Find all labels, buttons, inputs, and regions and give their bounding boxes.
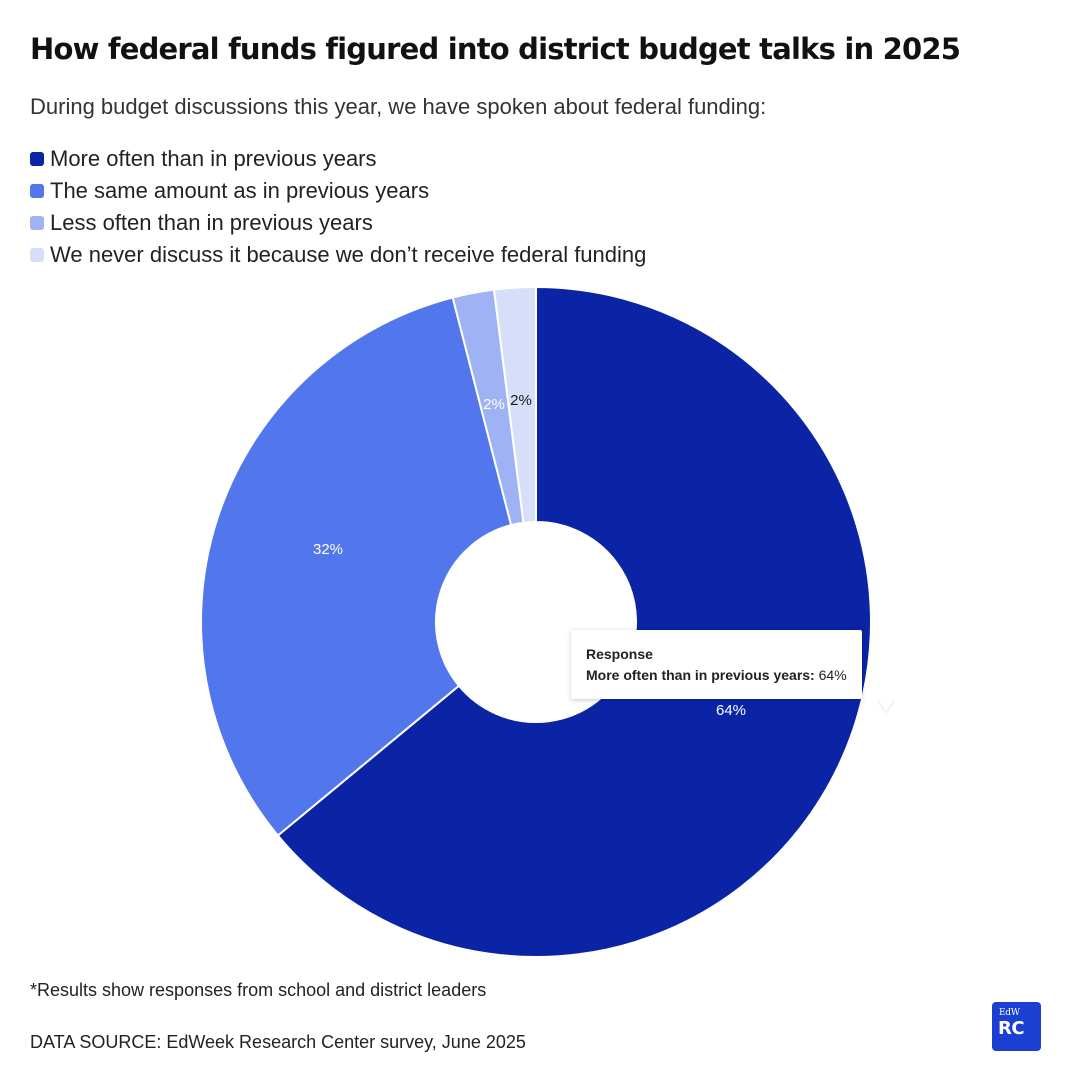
edweek-research-center-logo: EdW RC — [992, 1002, 1041, 1051]
legend-swatch — [30, 184, 44, 198]
legend-item-same-amount[interactable]: The same amount as in previous years — [30, 175, 646, 207]
legend-swatch — [30, 152, 44, 166]
legend-swatch — [30, 248, 44, 262]
legend-label: The same amount as in previous years — [50, 178, 430, 203]
legend-label: More often than in previous years — [50, 146, 377, 171]
tooltip-pointer — [878, 700, 894, 712]
chart-tooltip: Response More often than in previous yea… — [571, 630, 862, 699]
legend-swatch — [30, 216, 44, 230]
chart-title: How federal funds figured into district … — [30, 32, 961, 66]
tooltip-row-label: More often than in previous years: — [586, 667, 815, 683]
slice-same-amount[interactable] — [200, 296, 513, 837]
legend-label: We never discuss it because we don’t rec… — [50, 242, 647, 267]
data-source: DATA SOURCE: EdWeek Research Center surv… — [30, 1032, 526, 1052]
tooltip-heading: Response — [586, 646, 653, 662]
legend-label: Less often than in previous years — [50, 210, 373, 235]
legend: More often than in previous years The sa… — [30, 143, 646, 271]
slice-label-more-often: 64% — [716, 702, 746, 719]
slice-label-less-often: 2% — [483, 396, 505, 413]
tooltip-row: More often than in previous years: 64% — [586, 665, 847, 686]
footnote: *Results show responses from school and … — [30, 980, 487, 1000]
logo-bottom-text: RC — [998, 1018, 1025, 1039]
slice-label-never-discuss: 2% — [510, 392, 532, 409]
slice-label-same-amount: 32% — [313, 541, 343, 558]
chart-subtitle: During budget discussions this year, we … — [30, 94, 767, 119]
slice-never-discuss[interactable] — [493, 286, 537, 524]
tooltip-row-value: 64% — [818, 667, 847, 683]
logo-top-text: EdW — [999, 1008, 1020, 1018]
legend-item-never-discuss[interactable]: We never discuss it because we don’t rec… — [30, 239, 646, 271]
legend-item-more-often[interactable]: More often than in previous years — [30, 143, 646, 175]
legend-item-less-often[interactable]: Less often than in previous years — [30, 207, 646, 239]
